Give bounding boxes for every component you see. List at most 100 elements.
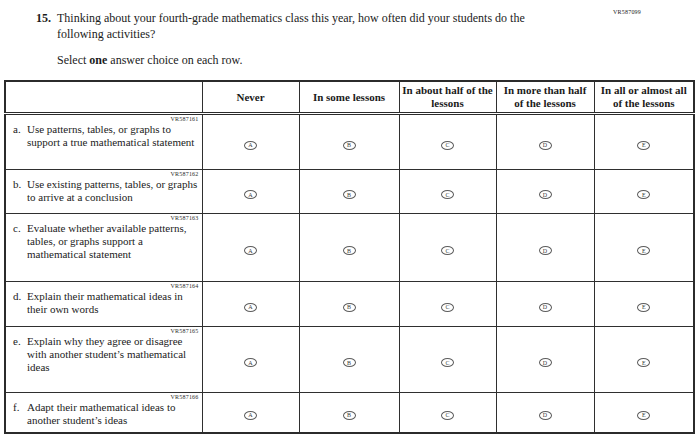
- answer-oval-c-some[interactable]: B: [343, 246, 356, 255]
- instruction-bold: one: [89, 53, 107, 67]
- answer-oval-a-about-half[interactable]: C: [441, 141, 454, 150]
- row-text: b. Use existing patterns, tables, or gra…: [6, 178, 202, 206]
- answer-cell: A: [202, 327, 299, 393]
- answer-cell: D: [496, 327, 594, 393]
- row-code: VR587163: [6, 214, 202, 222]
- row-code: VR587161: [6, 115, 202, 123]
- row-code: VR587162: [6, 170, 202, 178]
- answer-cell: D: [496, 114, 594, 170]
- answer-cell: B: [299, 170, 399, 214]
- answer-oval-f-some[interactable]: B: [343, 411, 356, 420]
- answer-oval-f-never[interactable]: A: [244, 411, 257, 420]
- question-number: 15.: [36, 10, 57, 68]
- row-label-cell: VR587162 b. Use existing patterns, table…: [5, 170, 202, 214]
- answer-oval-d-all[interactable]: E: [637, 303, 650, 312]
- answer-oval-c-more-than-half[interactable]: D: [539, 246, 552, 255]
- answer-cell: D: [496, 282, 594, 327]
- answer-oval-d-more-than-half[interactable]: D: [539, 303, 552, 312]
- table-row-f: VR587166 f. Adapt their mathematical ide…: [5, 393, 694, 433]
- row-label-cell: VR587165 e. Explain why they agree or di…: [5, 327, 202, 393]
- answer-oval-f-all[interactable]: E: [637, 411, 650, 420]
- answer-oval-a-never[interactable]: A: [244, 141, 257, 150]
- row-text: e. Explain why they agree or disagree wi…: [6, 335, 202, 377]
- header-stub: [5, 81, 202, 114]
- answer-oval-a-some[interactable]: B: [343, 141, 356, 150]
- answer-oval-e-more-than-half[interactable]: D: [539, 358, 552, 367]
- answer-oval-a-more-than-half[interactable]: D: [539, 141, 552, 150]
- row-code: VR587165: [6, 327, 202, 335]
- answer-cell: C: [399, 114, 496, 170]
- answer-oval-e-all[interactable]: E: [637, 358, 650, 367]
- row-label-cell: VR587164 d. Explain their mathematical i…: [5, 282, 202, 327]
- answer-cell: B: [299, 393, 399, 433]
- answer-oval-e-never[interactable]: A: [244, 358, 257, 367]
- row-code: VR587164: [6, 282, 202, 290]
- answer-cell: B: [299, 114, 399, 170]
- row-letter: d.: [13, 290, 27, 316]
- row-label: Use patterns, tables, or graphs to suppo…: [27, 123, 198, 149]
- answer-cell: A: [202, 282, 299, 327]
- row-label: Evaluate whether available patterns, tab…: [27, 222, 198, 262]
- table-row-a: VR587161 a. Use patterns, tables, or gra…: [5, 114, 694, 170]
- row-text: a. Use patterns, tables, or graphs to su…: [6, 123, 202, 151]
- table-row-b: VR587162 b. Use existing patterns, table…: [5, 170, 694, 214]
- answer-oval-f-more-than-half[interactable]: D: [539, 411, 552, 420]
- row-code: VR587166: [6, 393, 202, 401]
- answer-cell: A: [202, 170, 299, 214]
- answer-oval-a-all[interactable]: E: [637, 141, 650, 150]
- row-label-cell: VR587166 f. Adapt their mathematical ide…: [5, 393, 202, 433]
- instruction-text: Select one answer choice on each row.: [57, 53, 537, 68]
- table-row-e: VR587165 e. Explain why they agree or di…: [5, 327, 694, 393]
- answer-cell: B: [299, 214, 399, 282]
- answer-cell: B: [299, 282, 399, 327]
- instruction-prefix: Select: [57, 53, 89, 67]
- answer-cell: D: [496, 393, 594, 433]
- answer-cell: E: [594, 393, 694, 433]
- answer-oval-c-never[interactable]: A: [244, 246, 257, 255]
- answer-oval-b-never[interactable]: A: [244, 190, 257, 199]
- answer-oval-e-some[interactable]: B: [343, 358, 356, 367]
- answer-oval-b-about-half[interactable]: C: [441, 190, 454, 199]
- row-text: f. Adapt their mathematical ideas to ano…: [6, 401, 202, 429]
- row-letter: f.: [13, 401, 27, 427]
- header-about-half: In about half of the lessons: [399, 81, 496, 114]
- row-letter: e.: [13, 335, 27, 375]
- form-code: VR587099: [613, 9, 641, 15]
- row-label-cell: VR587163 c. Evaluate whether available p…: [5, 214, 202, 282]
- answer-oval-c-about-half[interactable]: C: [441, 246, 454, 255]
- row-text: d. Explain their mathematical ideas in t…: [6, 290, 202, 318]
- row-text: c. Evaluate whether available patterns, …: [6, 222, 202, 264]
- instruction-suffix: answer choice on each row.: [107, 53, 242, 67]
- answer-cell: C: [399, 393, 496, 433]
- row-label: Adapt their mathematical ideas to anothe…: [27, 401, 198, 427]
- answer-cell: E: [594, 170, 694, 214]
- header-row: Never In some lessons In about half of t…: [5, 81, 694, 114]
- questionnaire-page: VR587099 15. Thinking about your fourth-…: [0, 0, 696, 445]
- answer-cell: E: [594, 114, 694, 170]
- answer-oval-b-some[interactable]: B: [343, 190, 356, 199]
- answer-cell: E: [594, 214, 694, 282]
- answer-cell: D: [496, 170, 594, 214]
- header-more-than-half: In more than half of the lessons: [496, 81, 594, 114]
- answer-cell: C: [399, 170, 496, 214]
- answer-cell: A: [202, 114, 299, 170]
- answer-oval-e-about-half[interactable]: C: [441, 358, 454, 367]
- table-row-c: VR587163 c. Evaluate whether available p…: [5, 214, 694, 282]
- row-letter: b.: [13, 178, 27, 204]
- answer-oval-d-never[interactable]: A: [244, 303, 257, 312]
- answer-cell: E: [594, 282, 694, 327]
- answer-oval-b-more-than-half[interactable]: D: [539, 190, 552, 199]
- answer-oval-f-about-half[interactable]: C: [441, 411, 454, 420]
- answer-oval-d-some[interactable]: B: [343, 303, 356, 312]
- row-label: Explain their mathematical ideas in thei…: [27, 290, 198, 316]
- answer-cell: C: [399, 282, 496, 327]
- answer-cell: A: [202, 214, 299, 282]
- answer-cell: C: [399, 214, 496, 282]
- row-letter: c.: [13, 222, 27, 262]
- row-label-cell: VR587161 a. Use patterns, tables, or gra…: [5, 114, 202, 170]
- answer-oval-b-all[interactable]: E: [637, 190, 650, 199]
- answer-cell: C: [399, 327, 496, 393]
- row-letter: a.: [13, 123, 27, 149]
- answer-oval-d-about-half[interactable]: C: [441, 303, 454, 312]
- answer-oval-c-all[interactable]: E: [637, 246, 650, 255]
